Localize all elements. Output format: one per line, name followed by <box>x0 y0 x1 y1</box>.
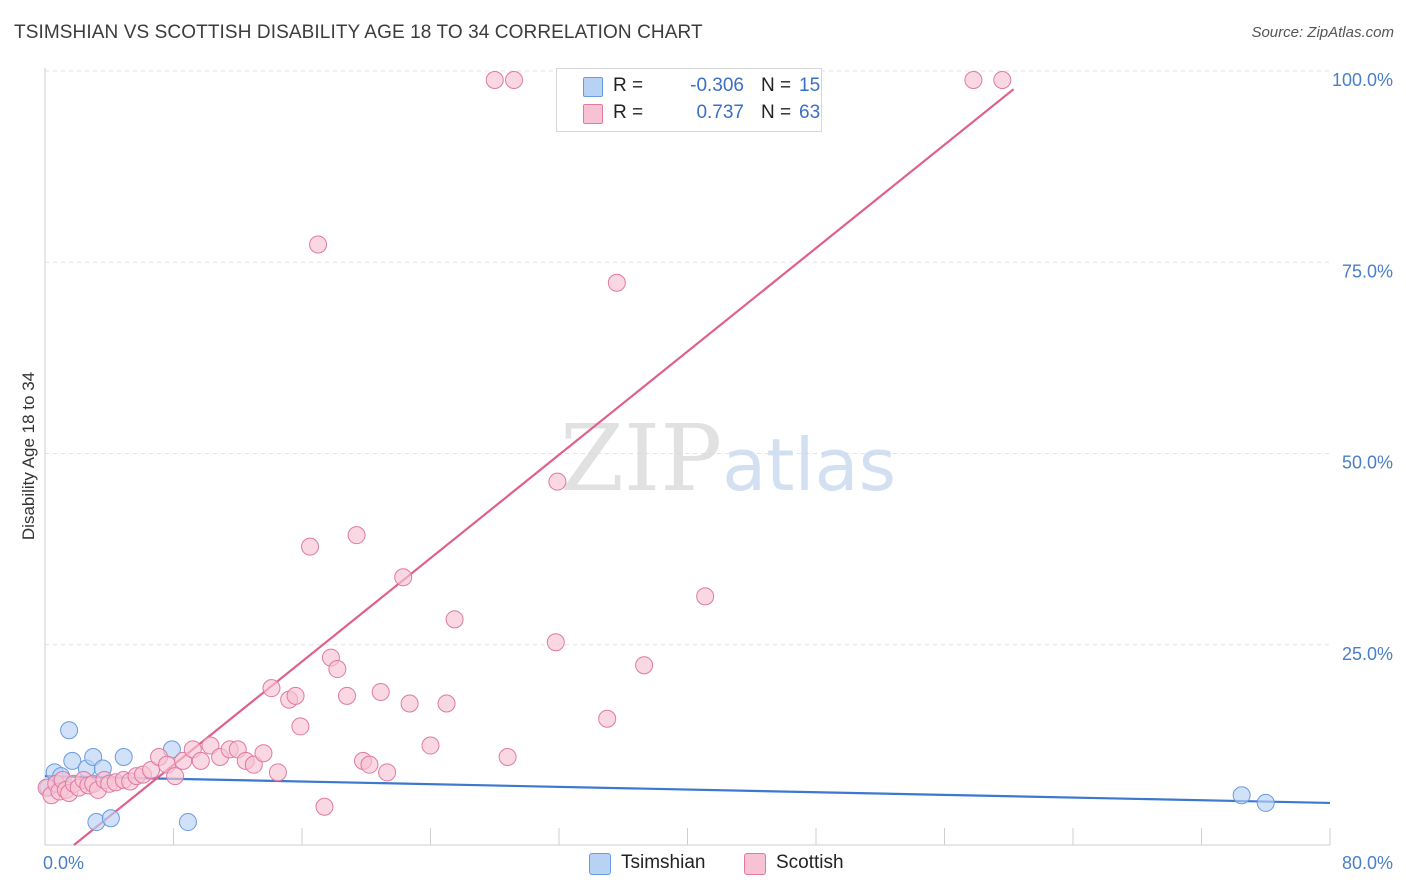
point-tsimshian <box>178 813 197 832</box>
point-scottish <box>360 755 379 774</box>
point-tsimshian <box>1256 793 1275 812</box>
point-scottish <box>696 587 715 606</box>
x-tick-label: 0.0% <box>43 853 84 873</box>
point-scottish <box>635 656 654 675</box>
point-scottish <box>174 751 193 770</box>
point-scottish <box>291 717 310 736</box>
y-tick-labels: 25.0% 50.0% 75.0% 100.0% <box>1332 70 1393 664</box>
point-scottish <box>244 755 263 774</box>
point-scottish <box>400 694 419 713</box>
point-tsimshian <box>114 748 133 767</box>
point-scottish <box>315 797 334 816</box>
legend-n-value: 63 <box>799 102 821 123</box>
point-scottish <box>505 71 524 89</box>
point-scottish <box>328 660 347 679</box>
watermark-zip: ZIP <box>560 405 722 512</box>
y-tick-label: 75.0% <box>1342 261 1393 281</box>
legend-r-value: 0.737 <box>696 102 744 123</box>
point-scottish <box>964 71 983 89</box>
y-tick-label: 50.0% <box>1342 453 1393 473</box>
point-scottish <box>286 686 305 705</box>
point-scottish <box>498 748 517 767</box>
point-scottish <box>394 568 413 587</box>
point-scottish <box>191 751 210 770</box>
point-scottish <box>301 537 320 556</box>
point-scottish <box>485 71 504 89</box>
x-tick-label: 80.0% <box>1342 853 1393 873</box>
point-tsimshian <box>63 751 82 770</box>
point-scottish <box>371 683 390 701</box>
legend-n-value: 15 <box>799 75 821 96</box>
watermark-atlas: atlas <box>722 423 896 507</box>
point-scottish <box>378 763 397 782</box>
point-scottish <box>268 763 287 782</box>
legend-n-label: N = <box>761 75 792 96</box>
y-axis-label: Disability Age 18 to 34 <box>19 372 38 540</box>
point-scottish <box>337 686 356 705</box>
legend-r-label: R = <box>613 75 644 96</box>
point-scottish <box>546 633 565 652</box>
point-scottish <box>607 273 626 292</box>
point-scottish <box>437 694 456 713</box>
series-swatch-scottish <box>744 853 766 875</box>
y-tick-label: 25.0% <box>1342 644 1393 664</box>
point-tsimshian <box>1232 786 1251 805</box>
data-points <box>37 71 1275 832</box>
point-scottish <box>993 71 1012 89</box>
point-scottish <box>142 761 161 780</box>
chart-source: Source: ZipAtlas.com <box>1251 24 1394 41</box>
point-tsimshian <box>60 721 79 740</box>
y-tick-label: 100.0% <box>1332 70 1393 90</box>
point-scottish <box>445 610 464 629</box>
legend-n-label: N = <box>761 102 792 123</box>
correlation-legend: R = -0.306 N = 15 R = 0.737 N = 63 <box>556 68 822 132</box>
series-label-scottish: Scottish <box>776 852 844 873</box>
point-scottish <box>347 526 366 545</box>
point-scottish <box>598 709 617 728</box>
trendline-tsimshian <box>44 775 1331 805</box>
point-scottish <box>254 744 273 763</box>
series-swatch-tsimshian <box>589 853 611 875</box>
trendlines <box>44 88 1331 846</box>
point-scottish <box>166 767 185 786</box>
trendline-scottish <box>73 88 1015 846</box>
legend-swatch-scottish <box>583 104 603 124</box>
point-tsimshian <box>101 809 120 828</box>
point-scottish <box>201 736 220 755</box>
chart-title: TSIMSHIAN VS SCOTTISH DISABILITY AGE 18 … <box>14 22 703 43</box>
watermark: ZIPatlas <box>560 405 896 512</box>
x-tick-labels: 0.0% 80.0% <box>43 853 1393 873</box>
legend-r-label: R = <box>613 102 644 123</box>
point-scottish <box>309 235 328 254</box>
series-label-tsimshian: Tsimshian <box>621 852 706 873</box>
legend-r-value: -0.306 <box>690 75 744 96</box>
point-scottish <box>548 472 567 491</box>
point-scottish <box>262 679 281 698</box>
legend-swatch-tsimshian <box>583 77 603 97</box>
point-tsimshian <box>84 748 103 767</box>
axes <box>44 68 1331 846</box>
point-scottish <box>421 736 440 755</box>
gridlines <box>45 70 1330 646</box>
